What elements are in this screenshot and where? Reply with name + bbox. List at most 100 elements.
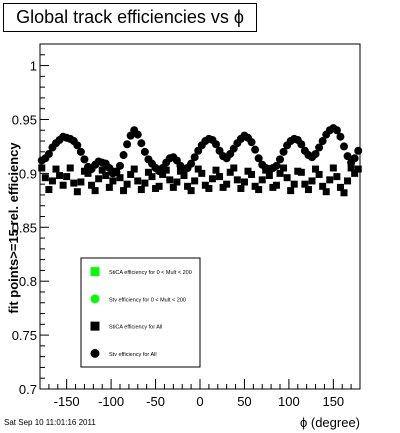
stica-all-point (144, 168, 152, 176)
stica-all-point (344, 177, 352, 185)
legend-entry-label: Stv efficiency for 0 < Mult < 200 (109, 297, 186, 303)
stica-all-point (148, 173, 156, 181)
stica-all-point (187, 187, 195, 195)
y-tick-label: 0.75 (12, 328, 37, 343)
stica-all-point (336, 183, 344, 191)
y-tick-label: 0.8 (19, 274, 37, 289)
stica-all-point (59, 181, 67, 189)
stica-all-point (212, 166, 220, 174)
stv-all-point (336, 132, 345, 141)
stica-all-point (354, 165, 362, 173)
stica-all-point (233, 176, 241, 184)
stica-all-point (191, 177, 199, 185)
stica-all-point (130, 165, 138, 173)
stica-all-point (304, 186, 312, 194)
legend-marker-circle (90, 294, 100, 304)
stica-all-point (176, 167, 184, 175)
stica-all-point (134, 177, 142, 185)
stica-all-point (63, 173, 71, 181)
stica-all-point (201, 181, 209, 189)
stica-all-point (280, 164, 288, 172)
stv-all-point (254, 154, 263, 163)
stica-all-point (269, 183, 277, 191)
stv-all-point (343, 152, 352, 161)
x-tick-label: -150 (54, 394, 80, 409)
stv-all-point (80, 155, 89, 164)
stica-all-point (333, 173, 341, 181)
stica-all-point (105, 183, 113, 191)
stv-all-point (119, 151, 128, 160)
stv-all-point (187, 159, 196, 168)
stica-all-point (351, 169, 359, 177)
stica-all-point (56, 172, 64, 180)
legend-entry-label: StiCA efficiency for All (109, 325, 162, 331)
stica-all-point (265, 172, 273, 180)
stica-all-point (230, 164, 238, 172)
y-tick-label: 0.7 (19, 382, 37, 397)
stv-all-point (297, 140, 306, 149)
stica-all-point (38, 164, 46, 172)
stica-all-point (347, 164, 355, 172)
stv-all-point (247, 138, 256, 147)
stica-all-point (155, 182, 163, 190)
stica-all-point (184, 182, 192, 190)
legend-box (80, 257, 201, 368)
stv-all-point (73, 141, 82, 150)
legend-entry-label: StiCA efficiency for 0 < Mult < 200 (109, 270, 192, 276)
stica-all-point (80, 167, 88, 175)
stica-all-point (262, 166, 270, 174)
stica-all-point (169, 183, 177, 191)
stica-all-point (166, 176, 174, 184)
stv-all-point (251, 145, 260, 154)
stv-all-point (340, 142, 348, 151)
chart-title: Global track efficiencies vs ϕ (3, 3, 257, 32)
stv-all-point (123, 140, 132, 149)
x-tick-label: 150 (322, 394, 344, 409)
stica-all-point (41, 174, 49, 182)
stica-all-point (258, 176, 266, 184)
stica-all-point (255, 186, 263, 194)
stica-all-point (340, 189, 348, 197)
stica-all-point (45, 186, 53, 194)
stica-all-point (198, 169, 206, 177)
stv-all-point (140, 147, 149, 156)
stica-all-point (208, 175, 216, 183)
stica-all-point (137, 186, 145, 194)
stv-all-point (272, 161, 281, 170)
stica-all-point (70, 179, 78, 187)
stica-all-point (290, 180, 298, 188)
stica-all-point (91, 187, 99, 195)
stv-all-point (276, 155, 284, 164)
x-tick-label: 100 (278, 394, 300, 409)
stica-all-point (287, 187, 295, 195)
stica-all-point (272, 181, 280, 189)
timestamp-footer: Sat Sep 10 11:01:16 2011 (4, 418, 96, 427)
stv-all-point (137, 139, 146, 148)
stv-all-point (76, 147, 85, 156)
stica-all-point (127, 170, 135, 178)
stica-all-point (322, 188, 330, 196)
stica-all-point (152, 184, 160, 192)
stica-all-point (329, 164, 337, 172)
stv-all-point (44, 149, 53, 158)
stica-all-point (66, 164, 74, 172)
stica-all-point (283, 174, 291, 182)
stica-all-point (326, 176, 334, 184)
stica-all-point (98, 166, 106, 174)
y-tick-label: 1 (30, 59, 37, 74)
stica-all-point (240, 178, 248, 186)
x-tick-label: -100 (98, 394, 124, 409)
x-tick-label: 0 (196, 394, 203, 409)
x-tick-label: 50 (237, 394, 251, 409)
stica-all-point (308, 177, 316, 185)
stv-all-point (212, 140, 220, 149)
stica-all-point (251, 182, 259, 190)
stica-all-point (297, 168, 305, 176)
stica-all-point (123, 180, 131, 188)
stv-all-point (354, 146, 363, 155)
stica-all-point (84, 169, 92, 177)
stica-all-point (162, 166, 170, 174)
stica-all-point (159, 170, 167, 178)
stv-all-point (315, 143, 324, 152)
